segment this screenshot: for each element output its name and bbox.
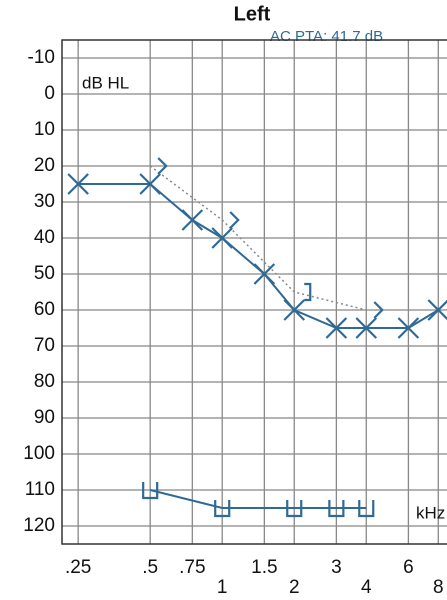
marker: [304, 282, 312, 302]
marker: [373, 301, 384, 319]
marker: [229, 211, 240, 229]
marker: [67, 173, 89, 195]
marker: [253, 263, 276, 285]
marker: [139, 173, 161, 195]
marker: [397, 317, 420, 339]
y-tick-label: 0: [44, 83, 55, 104]
marker: [181, 209, 204, 231]
x-tick-label: .25: [65, 557, 91, 578]
series-line: [149, 165, 367, 311]
y-tick-label: 30: [34, 191, 55, 212]
x-tick-label: .5: [142, 557, 158, 578]
y-tick-label: 110: [25, 479, 55, 500]
y-tick-label: 90: [34, 407, 55, 428]
series-line: [149, 489, 367, 509]
marker: [142, 482, 159, 500]
y-axis-label: dB HL: [82, 73, 129, 92]
marker: [328, 500, 345, 518]
x-tick-label: 8: [433, 577, 444, 598]
y-tick-label: 40: [34, 227, 55, 248]
plot-frame: [61, 39, 447, 545]
y-tick-label: 10: [34, 119, 55, 140]
x-tick-label: 1.5: [251, 557, 277, 578]
x-tick-label: 1: [217, 577, 228, 598]
marker: [286, 500, 303, 518]
marker: [355, 317, 378, 339]
marker: [325, 317, 348, 339]
x-tick-label: 3: [331, 557, 342, 578]
chart-title: Left: [234, 3, 271, 25]
y-tick-label: -10: [28, 47, 55, 68]
marker: [211, 227, 233, 249]
y-tick-label: 80: [34, 371, 55, 392]
marker: [358, 500, 375, 518]
x-tick-label: 2: [289, 577, 300, 598]
x-axis-label: kHz: [416, 503, 445, 522]
marker: [427, 299, 447, 321]
x-tick-label: 4: [361, 577, 372, 598]
y-tick-label: 60: [34, 299, 55, 320]
marker: [157, 157, 168, 175]
y-tick-label: 20: [34, 155, 55, 176]
marker: [283, 299, 306, 321]
y-tick-label: 100: [23, 443, 55, 464]
x-tick-label: .75: [179, 557, 205, 578]
x-tick-label: 6: [403, 557, 414, 578]
y-tick-label: 70: [34, 335, 55, 356]
y-tick-label: 120: [23, 515, 55, 536]
marker: [214, 500, 231, 518]
y-tick-label: 50: [34, 263, 55, 284]
series-line: [78, 183, 439, 329]
